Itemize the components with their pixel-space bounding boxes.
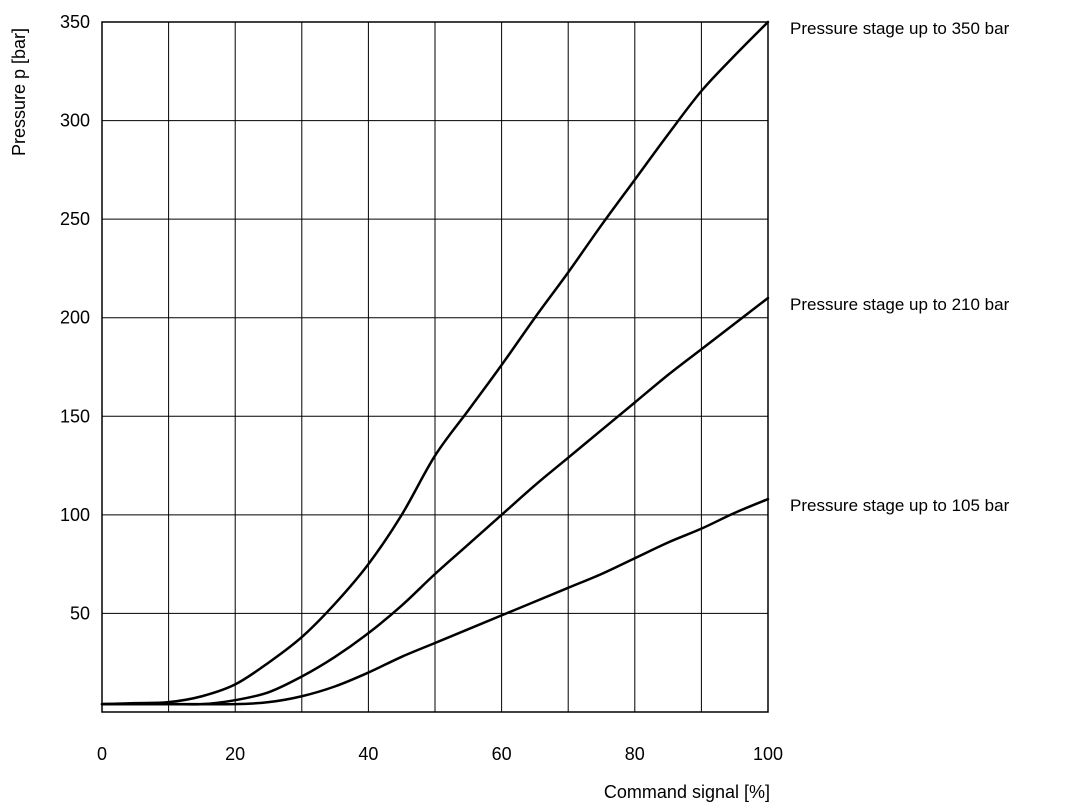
x-tick-labels: 0 20 40 60 80 100: [97, 744, 783, 764]
y-tick-label: 50: [70, 603, 90, 623]
series-label-1: Pressure stage up to 210 bar: [790, 295, 1010, 314]
y-tick-label: 250: [60, 209, 90, 229]
x-tick-label: 60: [492, 744, 512, 764]
curves: [100, 20, 770, 706]
x-tick-label: 40: [358, 744, 378, 764]
series-line-1: [100, 296, 770, 706]
y-axis-title: Pressure p [bar]: [9, 28, 29, 156]
x-axis-title: Command signal [%]: [604, 782, 770, 802]
x-tick-label: 80: [625, 744, 645, 764]
y-tick-labels: 50 100 150 200 250 300 350: [60, 12, 90, 623]
series-line-2: [100, 497, 770, 706]
y-tick-label: 350: [60, 12, 90, 32]
y-tick-label: 200: [60, 308, 90, 328]
grid: [102, 22, 768, 712]
series-labels: Pressure stage up to 350 bar Pressure sta…: [790, 19, 1010, 515]
plot-border: [101, 21, 769, 713]
x-tick-label: 20: [225, 744, 245, 764]
y-tick-label: 100: [60, 505, 90, 525]
y-tick-label: 300: [60, 111, 90, 131]
x-tick-label: 0: [97, 744, 107, 764]
series-line-0: [100, 20, 770, 706]
series-label-0: Pressure stage up to 350 bar: [790, 19, 1010, 38]
y-tick-label: 150: [60, 406, 90, 426]
series-label-2: Pressure stage up to 105 bar: [790, 496, 1010, 515]
x-tick-label: 100: [753, 744, 783, 764]
plot-frame: [101, 21, 769, 713]
